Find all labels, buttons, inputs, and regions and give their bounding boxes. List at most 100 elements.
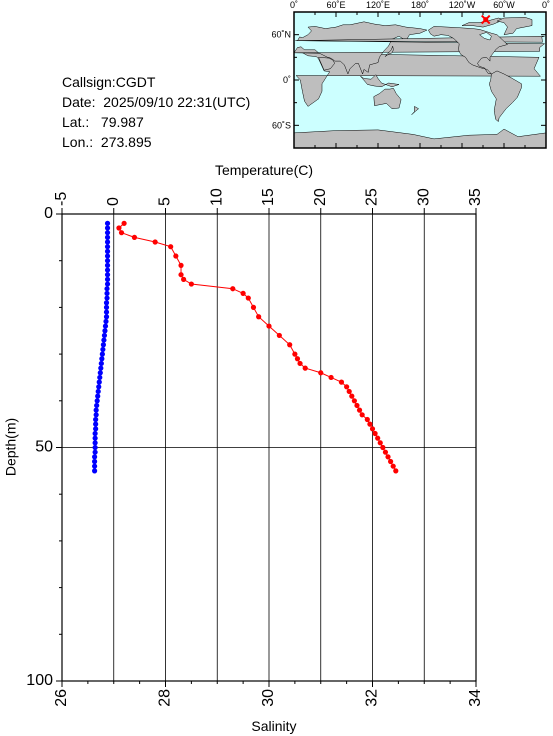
temperature-point: [92, 440, 98, 446]
salinity-point: [302, 365, 308, 371]
temperature-point: [102, 328, 108, 334]
salinity-point: [168, 244, 174, 250]
salinity-point: [375, 435, 381, 441]
temperature-tick-label: 25: [364, 188, 381, 206]
salinity-point: [328, 374, 334, 381]
salinity-point: [230, 286, 236, 292]
temperature-point: [94, 398, 100, 404]
callsign-label: Callsign:: [62, 74, 116, 90]
temperature-point: [93, 412, 99, 418]
salinity-point: [240, 290, 246, 296]
depth-tick-label: 50: [35, 439, 53, 456]
temperature-tick-label: 35: [467, 188, 484, 206]
temperature-point: [98, 360, 104, 367]
temperature-point: [92, 468, 98, 474]
temperature-point: [103, 300, 110, 306]
temperature-tick-label: 30: [415, 188, 432, 206]
salinity-point: [344, 384, 350, 390]
depth-tick-label: 0: [44, 205, 53, 222]
temperature-point: [92, 454, 98, 460]
salinity-point: [380, 444, 386, 451]
south-america-land: [489, 70, 522, 123]
map-lon-label: 60˚E: [326, 0, 345, 10]
salinity-axis-label: Salinity: [251, 718, 296, 734]
temperature-point: [93, 407, 99, 413]
salinity-point: [116, 225, 122, 231]
map-lat-label: 60˚S: [272, 120, 291, 130]
salinity-point: [292, 351, 298, 357]
salinity-point: [297, 360, 303, 367]
temperature-point: [104, 230, 111, 236]
temperature-point: [104, 244, 111, 250]
salinity-point: [349, 393, 355, 399]
temperature-point: [92, 444, 98, 451]
salinity-point: [152, 239, 158, 245]
temperature-point: [92, 435, 98, 441]
temperature-tick-label: -5: [53, 192, 70, 206]
date-label: Date:: [62, 94, 96, 110]
temperature-point: [104, 276, 111, 282]
lon-label: Lon.:: [62, 134, 94, 150]
salinity-point: [276, 332, 282, 339]
salinity-tick-label: 34: [467, 689, 484, 707]
temperature-point: [98, 365, 104, 371]
map-lon-label: 120˚W: [449, 0, 476, 10]
salinity-point: [388, 458, 394, 465]
temperature-point: [92, 449, 98, 455]
salinity-point: [377, 440, 383, 446]
temperature-tick-label: 0: [105, 197, 122, 206]
salinity-tick-label: 28: [157, 689, 174, 707]
map-lat-label: 60˚N: [271, 30, 291, 40]
salinity-point: [369, 426, 376, 432]
temperature-point: [100, 346, 106, 353]
map-lon-label: 60˚W: [493, 0, 515, 10]
salinity-point: [121, 220, 127, 226]
map-lon-label: 120˚E: [366, 0, 390, 10]
temperature-point: [104, 225, 111, 231]
salinity-point: [250, 304, 257, 310]
salinity-point: [118, 230, 125, 236]
temperature-point: [93, 426, 99, 432]
temperature-point: [103, 318, 109, 325]
salinity-point: [359, 412, 365, 418]
lat-value: 79.987: [100, 114, 144, 130]
salinity-point: [178, 272, 184, 278]
depth-tick-label: 100: [26, 672, 53, 689]
temperature-point: [104, 239, 111, 245]
temperature-tick-label: 10: [208, 188, 225, 206]
salinity-point: [188, 281, 194, 287]
salinity-point: [173, 253, 179, 259]
japan-land: [384, 45, 394, 57]
map-lon-label: 0˚: [290, 0, 298, 10]
salinity-point: [178, 262, 184, 268]
temperature-point: [104, 286, 110, 292]
salinity-point: [245, 295, 251, 301]
salinity-line: [118, 222, 397, 472]
salinity-point: [372, 430, 378, 437]
temperature-point: [103, 304, 110, 310]
temperature-point: [101, 332, 108, 339]
newzealand-land: [411, 105, 420, 115]
temperature-point: [92, 463, 98, 469]
temperature-point: [104, 267, 111, 273]
temperature-point: [103, 314, 110, 320]
depth-axis-label: Depth(m): [3, 418, 19, 476]
salinity-point: [294, 356, 301, 362]
temperature-point: [97, 374, 103, 381]
callsign-row: Callsign:CGDT: [62, 72, 250, 92]
lat-label: Lat.:: [62, 114, 90, 130]
temperature-point: [104, 234, 111, 240]
temperature-point: [96, 379, 102, 385]
salinity-point: [346, 388, 352, 395]
temperature-point: [94, 402, 100, 409]
salinity-point: [266, 323, 272, 329]
temperature-tick-label: 5: [157, 197, 174, 206]
arabia-land: [318, 57, 335, 71]
salinity-point: [131, 234, 138, 240]
australia-land: [373, 88, 402, 109]
callsign-value: CGDT: [115, 74, 156, 90]
temperature-point: [104, 262, 111, 268]
temperature-point: [96, 384, 102, 390]
salinity-point: [181, 276, 187, 282]
